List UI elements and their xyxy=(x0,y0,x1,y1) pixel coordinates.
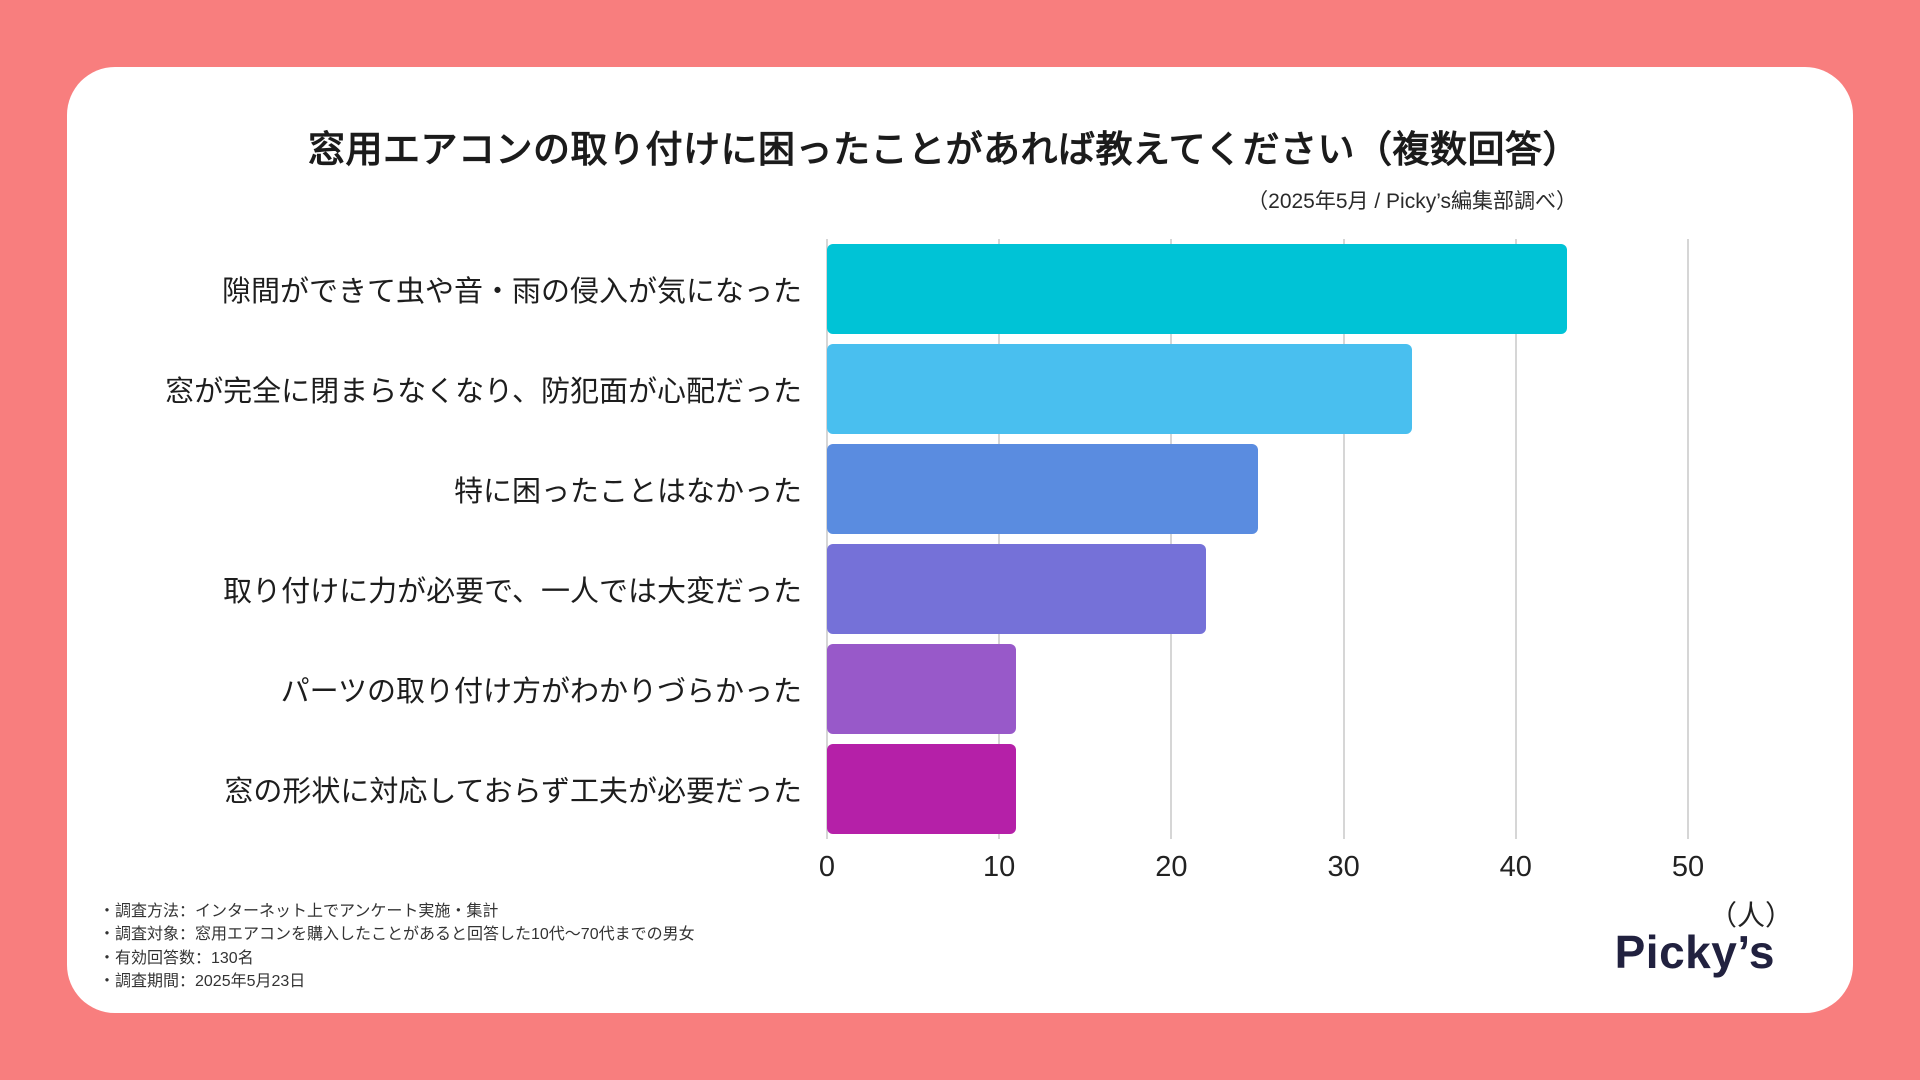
bar-row: 窓の形状に対応しておらず工夫が必要だった xyxy=(129,739,1759,839)
bar-row: 取り付けに力が必要で、一人では大変だった xyxy=(129,539,1759,639)
grid-line xyxy=(1342,239,1345,839)
pickys-logo: Picky’s xyxy=(1614,926,1775,978)
survey-card: 窓用エアコンの取り付けに困ったことがあれば教えてください（複数回答） （2025… xyxy=(67,67,1853,1013)
grid-line xyxy=(1514,239,1517,839)
bar xyxy=(827,244,1568,334)
bar-chart: 隙間ができて虫や音・雨の侵入が気になった窓が完全に閉まらなくなり、防犯面が心配だ… xyxy=(129,239,1793,939)
bar-track xyxy=(827,639,1688,739)
survey-notes: ・調査方法：インターネット上でアンケート実施・集計 ・調査対象：窓用エアコンを購… xyxy=(99,900,695,993)
note-method: ・調査方法：インターネット上でアンケート実施・集計 xyxy=(99,903,499,921)
bar xyxy=(827,644,1017,734)
bar-track xyxy=(827,239,1688,339)
grid-line xyxy=(1170,239,1173,839)
bar xyxy=(827,744,1017,834)
note-respondents: ・有効回答数：130名 xyxy=(99,949,254,967)
bar-row: 隙間ができて虫や音・雨の侵入が気になった xyxy=(129,239,1759,339)
x-axis-unit: （人） xyxy=(1708,900,1793,931)
bar-track xyxy=(827,439,1688,539)
chart-title: 窓用エアコンの取り付けに困ったことがあれば教えてください（複数回答） xyxy=(307,129,1581,170)
bar-label: 窓の形状に対応しておらず工夫が必要だった xyxy=(224,776,802,808)
x-tick-label: 40 xyxy=(1499,851,1532,883)
bar-track xyxy=(827,539,1688,639)
bar-track xyxy=(827,339,1688,439)
bar xyxy=(827,344,1413,434)
bar xyxy=(827,444,1258,534)
bar-row: 特に困ったことはなかった xyxy=(129,439,1759,539)
bar-label: 取り付けに力が必要で、一人では大変だった xyxy=(223,576,802,608)
x-tick-label: 30 xyxy=(1327,851,1360,883)
chart-subtitle: （2025年5月 / Picky’s編集部調べ） xyxy=(1247,190,1577,213)
grid-line xyxy=(826,239,828,839)
bar-label: 隙間ができて虫や音・雨の侵入が気になった xyxy=(221,276,802,308)
bar xyxy=(827,544,1206,634)
bar-rows: 隙間ができて虫や音・雨の侵入が気になった窓が完全に閉まらなくなり、防犯面が心配だ… xyxy=(129,239,1759,839)
x-tick-label: 50 xyxy=(1671,851,1705,883)
x-axis: 0 10 20 30 40 50 xyxy=(819,839,1704,887)
bar-row: パーツの取り付け方がわかりづらかった xyxy=(129,639,1759,739)
grid-line xyxy=(998,239,1001,839)
bar-label: パーツの取り付け方がわかりづらかった xyxy=(280,676,802,708)
grid-layer xyxy=(826,239,1689,839)
note-period: ・調査期間：2025年5月23日 xyxy=(99,972,306,990)
bar-row: 窓が完全に閉まらなくなり、防犯面が心配だった xyxy=(129,339,1759,439)
x-tick-label: 20 xyxy=(1155,851,1188,883)
bar-track xyxy=(827,739,1688,839)
x-tick-label: 0 xyxy=(818,851,836,883)
note-target: ・調査対象：窓用エアコンを購入したことがあると回答した10代〜70代までの男女 xyxy=(99,926,695,944)
x-tick-label: 10 xyxy=(983,851,1016,883)
grid-line xyxy=(1687,239,1689,839)
bar-label: 特に困ったことはなかった xyxy=(453,476,802,508)
chart-content: 窓用エアコンの取り付けに困ったことがあれば教えてください（複数回答） （2025… xyxy=(129,67,1793,939)
bar-label: 窓が完全に閉まらなくなり、防犯面が心配だった xyxy=(165,376,802,408)
